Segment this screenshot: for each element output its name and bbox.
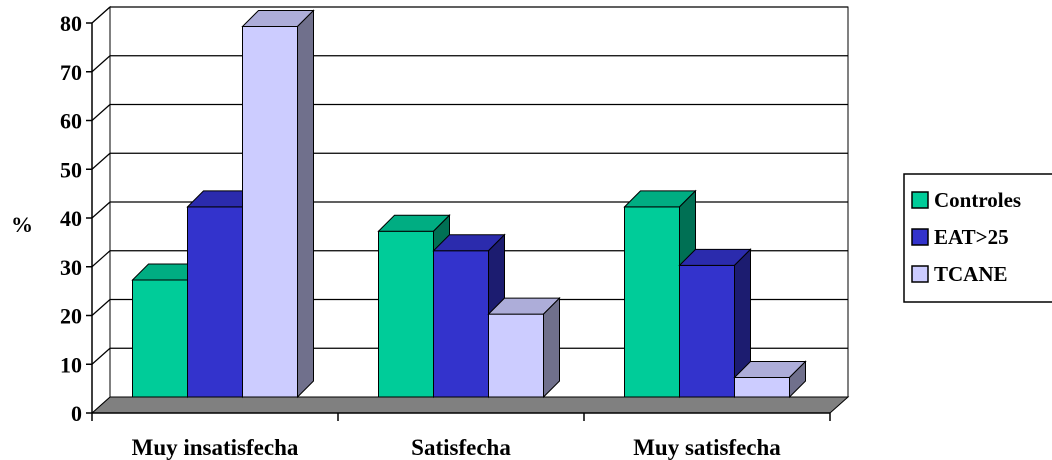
- gridline-side: [91, 201, 111, 219]
- bar-front: [624, 206, 680, 398]
- bar: [733, 360, 807, 399]
- bar-front: [488, 313, 544, 398]
- bar: [678, 248, 752, 399]
- legend-label: Controles: [934, 188, 1021, 212]
- legend-swatch: [911, 265, 929, 283]
- axes: [86, 22, 831, 421]
- legend: Controles EAT>25 TCANE: [903, 173, 1052, 303]
- bar-front: [679, 264, 735, 398]
- y-tick-label: 50: [60, 157, 82, 182]
- y-axis-label: %: [11, 212, 33, 237]
- gridline-side: [91, 250, 111, 268]
- bar: [623, 189, 697, 399]
- x-tick-labels: Muy insatisfecha Satisfecha Muy satisfecha: [132, 435, 782, 460]
- bar-side: [543, 296, 560, 399]
- bar-front: [433, 250, 489, 398]
- chart-floor: [90, 396, 850, 414]
- gridline-side: [91, 152, 111, 170]
- x-tick-label: Satisfecha: [411, 435, 511, 460]
- gridline-side: [91, 104, 111, 121]
- gridline-side: [91, 299, 111, 316]
- legend-swatch: [911, 191, 929, 209]
- bars: [131, 9, 807, 399]
- y-tick-label: 10: [60, 352, 82, 377]
- bar-front: [378, 230, 434, 398]
- bar-side: [297, 9, 314, 399]
- x-tick-label: Muy insatisfecha: [132, 435, 299, 460]
- y-tick-label: 30: [60, 255, 82, 280]
- bar-front: [132, 279, 188, 398]
- y-tick-label: 0: [71, 401, 82, 426]
- bar-front: [734, 377, 790, 398]
- bar-front: [187, 206, 243, 398]
- bar: [241, 9, 315, 399]
- legend-label: EAT>25: [934, 225, 1009, 249]
- gridline-side: [91, 347, 111, 365]
- gridline-side: [91, 55, 111, 73]
- bar-front: [242, 26, 298, 398]
- gridline-side: [91, 6, 111, 24]
- legend-swatch: [911, 228, 929, 246]
- x-tick-label: Muy satisfecha: [633, 435, 781, 460]
- bar: [131, 262, 205, 399]
- y-tick-label: 80: [60, 11, 82, 36]
- bar-side: [789, 360, 806, 399]
- y-tick-labels: 0 10 20 30 40 50 60 70 80: [60, 11, 82, 426]
- y-tick-label: 70: [60, 60, 82, 85]
- legend-label: TCANE: [934, 262, 1008, 286]
- bar: [487, 296, 561, 399]
- y-tick-label: 40: [60, 206, 82, 231]
- y-tick-label: 60: [60, 109, 82, 134]
- y-tick-label: 20: [60, 304, 82, 329]
